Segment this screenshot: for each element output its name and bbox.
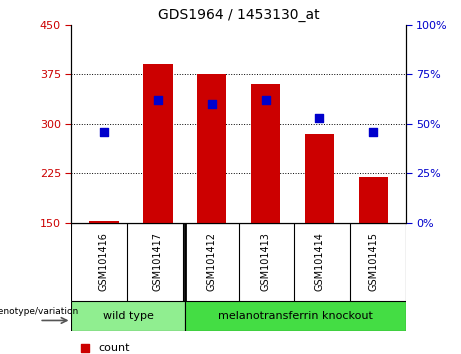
Point (81, 345, 89, 351)
Point (100, 129, 107, 135)
Text: GSM101417: GSM101417 (153, 233, 163, 291)
Bar (185, 301, 406, 331)
Bar (359, 177, 388, 223)
Text: GSM101414: GSM101414 (314, 233, 325, 291)
Point (316, 115, 323, 121)
Text: genotype/variation: genotype/variation (0, 307, 79, 316)
Bar (251, 84, 280, 223)
Point (208, 101, 215, 107)
Text: wild type: wild type (103, 311, 154, 321)
Point (370, 129, 377, 135)
Text: GSM101413: GSM101413 (260, 233, 271, 291)
Bar (143, 64, 172, 223)
Text: GSM101416: GSM101416 (99, 233, 109, 291)
Point (154, 97, 161, 103)
Title: GDS1964 / 1453130_at: GDS1964 / 1453130_at (158, 8, 319, 22)
Bar (71, 301, 185, 331)
Text: GSM101415: GSM101415 (368, 233, 378, 291)
Point (262, 97, 269, 103)
Bar (89, 221, 118, 223)
Bar (305, 134, 334, 223)
Text: melanotransferrin knockout: melanotransferrin knockout (218, 311, 372, 321)
Text: GSM101412: GSM101412 (207, 233, 217, 291)
Text: count: count (98, 343, 130, 353)
Bar (197, 74, 226, 223)
